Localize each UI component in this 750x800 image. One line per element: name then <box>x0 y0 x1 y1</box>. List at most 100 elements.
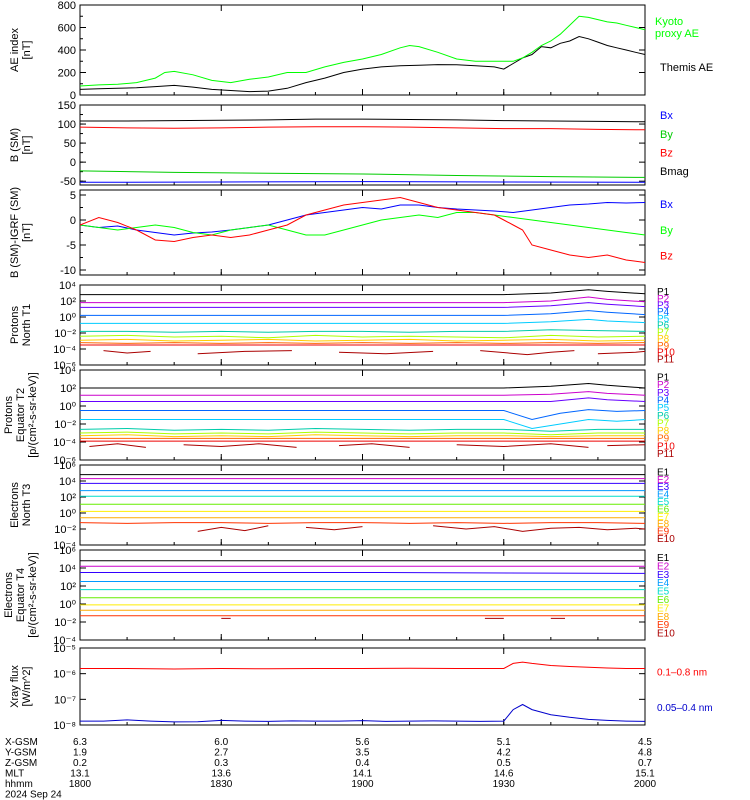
y-tick-label: 10⁻⁴ <box>53 437 76 449</box>
series-label: E10 <box>657 629 675 640</box>
series-label: P8 <box>657 334 670 345</box>
series-label: Themis AE <box>660 62 713 74</box>
series-line <box>80 296 645 304</box>
y-axis-title: North T3 <box>21 484 33 527</box>
series-line <box>80 382 645 389</box>
series-line <box>80 522 645 524</box>
y-tick-label: -50 <box>60 176 76 188</box>
series-label: P11 <box>657 449 674 460</box>
series-line <box>80 427 645 432</box>
y-axis-title: [nT] <box>21 136 33 155</box>
series-label: By <box>660 129 673 141</box>
y-tick-label: 5 <box>70 190 76 202</box>
x-row-label: Y-GSM <box>5 748 37 759</box>
series-label: P3 <box>657 300 670 311</box>
series-label: P3 <box>657 388 670 399</box>
y-tick-label: 10⁻⁶ <box>53 455 76 467</box>
series-label: Bx <box>660 110 673 122</box>
y-tick-label: -5 <box>66 240 76 252</box>
series-line <box>80 661 645 670</box>
x-tick-label: 1.9 <box>73 748 87 759</box>
y-tick-label: 10² <box>60 296 76 308</box>
x-tick-label: 5.6 <box>356 737 370 748</box>
x-row-label: X-GSM <box>5 737 38 748</box>
series-line <box>80 118 645 123</box>
panel-frame <box>79 4 646 96</box>
x-tick-label: 4.2 <box>497 748 511 759</box>
y-axis-title: AE index <box>9 27 21 72</box>
x-tick-label: 0.5 <box>497 758 511 769</box>
y-tick-label: 10⁻⁶ <box>53 360 76 372</box>
series-label: E9 <box>657 527 670 538</box>
x-tick-label: 15.1 <box>635 769 655 780</box>
series-line <box>80 329 645 333</box>
series-label: P2 <box>657 294 670 305</box>
y-tick-label: 600 <box>58 23 76 35</box>
series-label: 0.1–0.8 nm <box>657 667 707 678</box>
series-line <box>80 342 645 344</box>
series-label: E8 <box>657 519 670 530</box>
y-tick-label: 10² <box>60 383 76 395</box>
y-tick-label: 50 <box>64 138 76 150</box>
series-line <box>80 338 645 342</box>
series-line <box>80 334 645 339</box>
series-label: 0.05–0.4 nm <box>657 703 713 714</box>
panel-frame <box>79 369 646 461</box>
y-tick-label: -10 <box>60 265 76 277</box>
panel-db: -10 -5 0 5 B (SM)-IGRF (SM) [nT] Bx By Bz <box>9 187 673 278</box>
series-line <box>80 572 645 574</box>
y-tick-label: 10⁻⁶ <box>53 669 76 681</box>
x-tick-label: 4.5 <box>638 737 652 748</box>
x-tick-label: 2.7 <box>214 748 228 759</box>
series-line <box>80 35 645 93</box>
series-label: E10 <box>657 534 675 545</box>
y-tick-label: 0 <box>70 90 76 102</box>
series-label: P1 <box>657 373 670 384</box>
panel-xray: 10⁻⁸ 10⁻⁷ 10⁻⁶ 10⁻⁵ Xray flux [W/m^2] 0.1–0.8 … <box>9 643 713 732</box>
series-line <box>80 703 645 723</box>
x-tick-label: 5.1 <box>497 737 511 748</box>
y-axis-title: [nT] <box>21 41 33 60</box>
y-axis-title: Protons <box>3 396 15 434</box>
series-label: E8 <box>657 612 670 623</box>
series-line <box>80 126 645 131</box>
x-tick-label: 14.1 <box>353 769 373 780</box>
series-label: P8 <box>657 426 670 437</box>
y-tick-label: 10⁰ <box>59 401 76 413</box>
y-tick-label: 10⁶ <box>59 460 76 472</box>
series-line <box>89 443 645 448</box>
series-label: E4 <box>657 578 670 589</box>
y-tick-label: 10⁻² <box>54 524 76 536</box>
panel-e_equator: 10⁻⁴ 10⁻² 10⁰ 10² 10⁴ 10⁶ Electrons Equator T4[… <box>3 545 675 647</box>
x-tick-label: 13.1 <box>70 769 90 780</box>
series-line <box>80 212 645 236</box>
series-label: E5 <box>657 497 670 508</box>
series-line <box>80 391 645 396</box>
series-label: P5 <box>657 403 670 414</box>
x-tick-label: 3.5 <box>356 748 370 759</box>
x-row-label: hhmm <box>5 779 33 790</box>
y-tick-label: 10² <box>60 492 76 504</box>
y-tick-label: 0 <box>70 157 76 169</box>
series-line <box>80 397 645 402</box>
y-tick-label: 10⁰ <box>59 312 76 324</box>
y-tick-label: 10⁻⁷ <box>54 694 76 706</box>
series-label: E4 <box>657 490 670 501</box>
y-tick-label: 10⁻² <box>54 617 76 629</box>
series-label: P10 <box>657 441 675 452</box>
series-label: E6 <box>657 595 670 606</box>
series-line <box>80 409 645 421</box>
series-label: E9 <box>657 620 670 631</box>
y-tick-label: 10⁻⁴ <box>53 635 76 647</box>
x-row-label: Z-GSM <box>5 758 37 769</box>
series-line <box>80 196 645 263</box>
x-tick-label: 6.0 <box>214 737 228 748</box>
y-tick-label: 10⁴ <box>59 476 76 488</box>
series-line <box>80 201 645 236</box>
series-line <box>80 318 645 324</box>
y-tick-label: 10⁻⁵ <box>53 643 76 655</box>
y-axis-title: Equator T4 <box>15 568 27 622</box>
y-tick-label: 10⁻⁴ <box>53 540 76 552</box>
y-tick-label: 10⁴ <box>59 280 76 292</box>
